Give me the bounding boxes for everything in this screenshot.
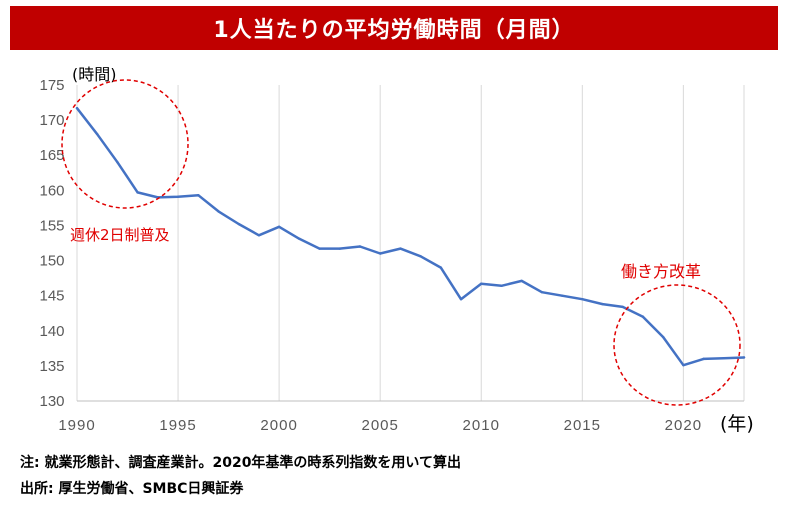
data-point	[96, 132, 99, 136]
footnote-note: 注: 就業形態計、調査産業計。2020年基準の時系列指数を用いて算出	[20, 455, 462, 471]
y-tick-label: 150	[39, 253, 64, 270]
data-point	[257, 234, 261, 237]
data-point	[217, 210, 220, 213]
data-point	[641, 315, 645, 318]
data-point	[520, 279, 523, 283]
data-point	[500, 284, 503, 288]
x-tick-label: 2015	[564, 417, 601, 434]
y-tick-label: 155	[39, 217, 64, 234]
data-point	[540, 290, 544, 294]
data-point	[661, 335, 665, 339]
data-point	[682, 363, 685, 367]
y-tick-label: 160	[39, 182, 64, 199]
y-tick-label: 140	[39, 323, 64, 340]
data-point	[459, 297, 463, 301]
data-point	[277, 225, 281, 229]
annotation-label: 働き方改革	[621, 262, 701, 281]
x-tick-label: 1995	[159, 417, 196, 434]
y-tick-label: 130	[39, 393, 64, 410]
data-point	[116, 161, 119, 164]
data-point	[601, 302, 604, 306]
data-point	[722, 356, 725, 360]
data-point	[358, 245, 362, 248]
annotation-label: 週休2日制普及	[70, 226, 170, 244]
x-tick-label: 2010	[463, 417, 500, 434]
data-point	[338, 247, 341, 250]
y-tick-label: 135	[39, 358, 64, 375]
data-point	[419, 255, 422, 258]
data-point	[136, 191, 139, 194]
data-point	[742, 356, 746, 359]
y-tick-label: 145	[39, 288, 64, 305]
annotation-circle-work-reform	[613, 284, 741, 406]
chart-title-bar: 1人当たりの平均労働時間（月間）	[10, 6, 778, 50]
annotation-circle-2day-weekend	[61, 79, 189, 209]
data-point	[237, 222, 240, 226]
data-point	[480, 282, 483, 285]
y-tick-label: 165	[39, 147, 64, 164]
data-point	[399, 247, 402, 250]
data-point	[702, 357, 705, 361]
data-point	[298, 237, 301, 240]
chart-title: 1人当たりの平均労働時間（月間）	[213, 18, 575, 43]
data-point	[197, 194, 200, 197]
x-axis-label: (年)	[720, 413, 754, 435]
y-tick-label: 170	[39, 112, 64, 129]
x-tick-label: 1990	[58, 417, 95, 434]
series-line	[75, 106, 746, 367]
x-tick-label: 2000	[260, 417, 297, 434]
data-point	[176, 195, 180, 198]
data-point	[560, 294, 564, 297]
x-tick-label: 2005	[361, 417, 398, 434]
data-point	[318, 247, 321, 250]
data-point	[621, 305, 624, 309]
data-point	[378, 252, 382, 255]
x-tick-label: 2020	[665, 417, 702, 434]
data-point	[581, 297, 584, 301]
y-axis-label: (時間)	[72, 65, 117, 84]
data-point	[75, 106, 79, 110]
y-tick-label: 175	[39, 77, 64, 94]
footnote-source: 出所: 厚生労働省、SMBC日興証券	[20, 481, 244, 497]
data-point	[439, 266, 443, 269]
